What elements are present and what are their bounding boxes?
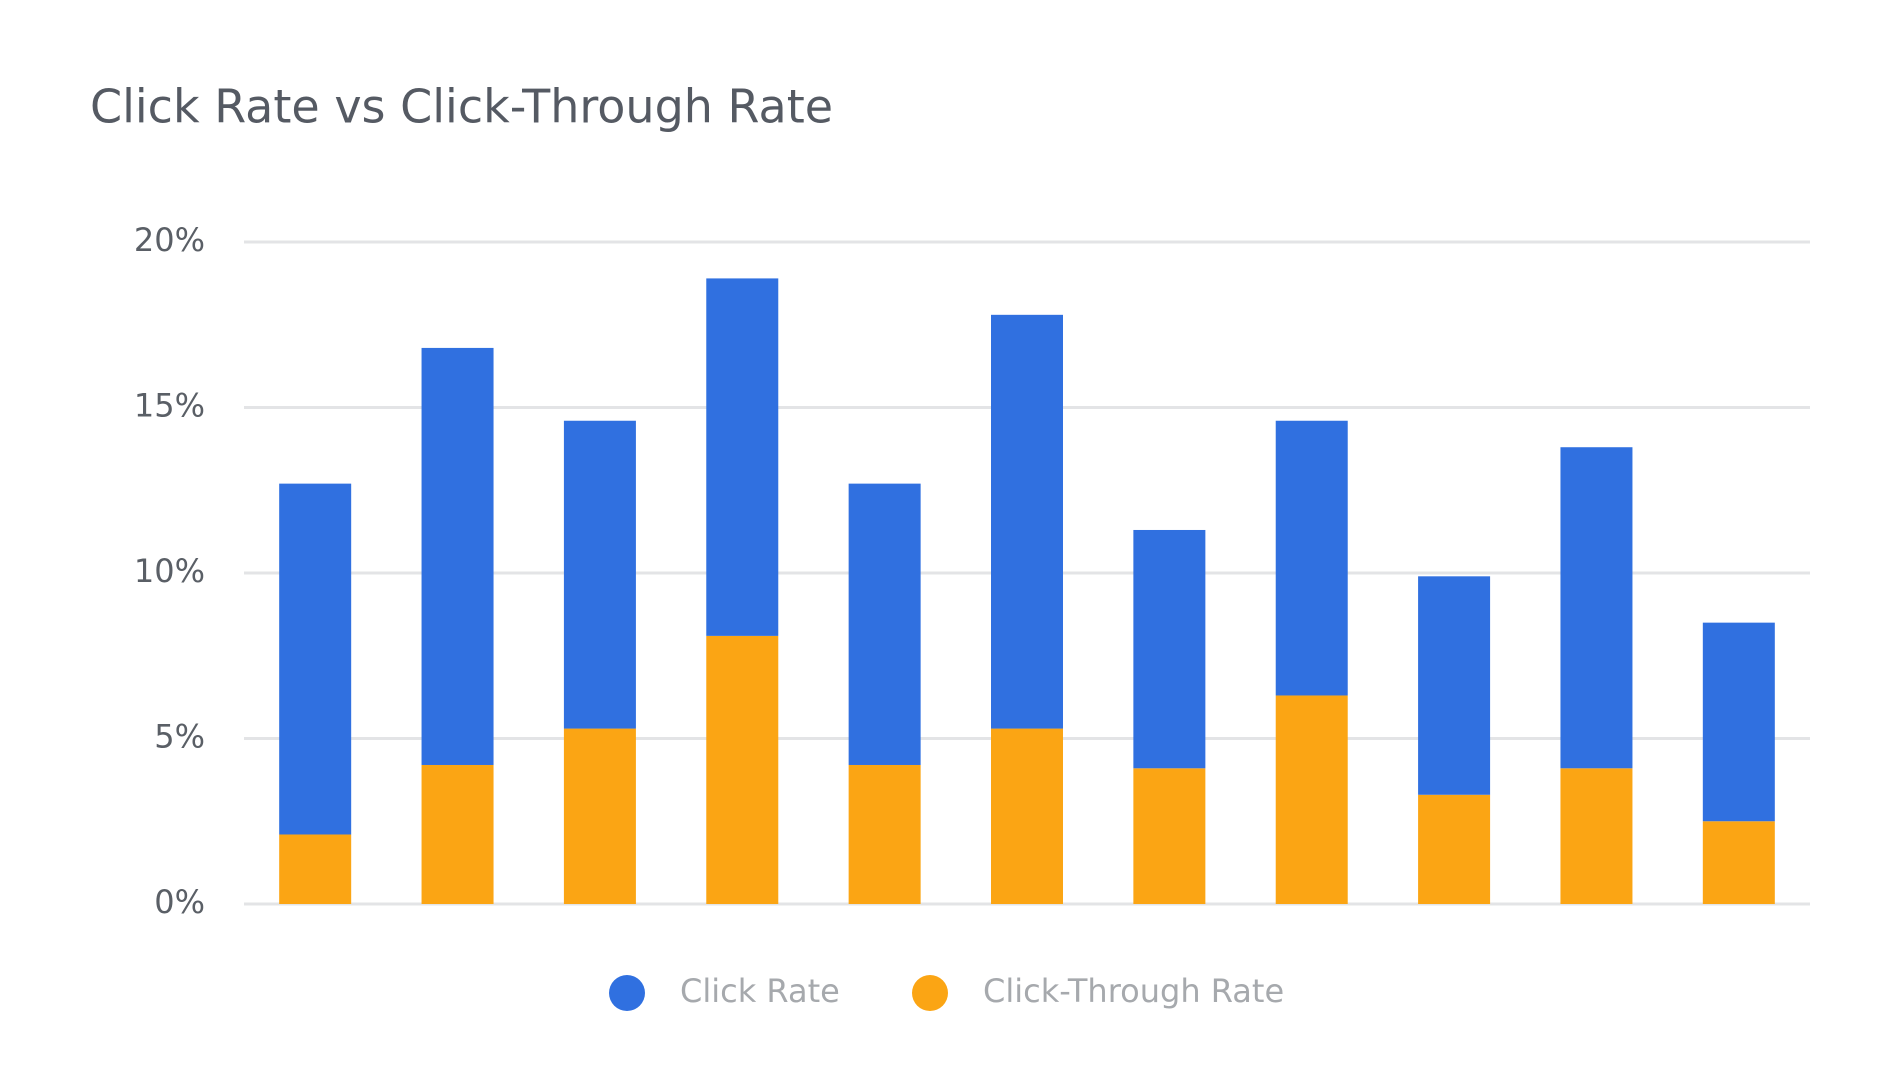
bar-segment (1133, 768, 1206, 904)
bar-segment (1702, 821, 1775, 904)
bar-segment (848, 764, 921, 904)
bar-segment (991, 728, 1063, 904)
bar-segment (1560, 447, 1633, 769)
bar-segment (706, 635, 779, 904)
bar-segment (1702, 622, 1775, 822)
bar-segment (563, 420, 636, 729)
bar-segment (1560, 768, 1633, 904)
legend-label: Click Rate (680, 972, 840, 1010)
bar-segment (706, 278, 779, 636)
y-tick-label: 20% (134, 221, 205, 259)
y-tick-label: 15% (134, 387, 205, 425)
bar-segment (1418, 576, 1491, 795)
legend-label: Click-Through Rate (983, 972, 1284, 1010)
bar-segment (279, 834, 352, 904)
y-tick-label: 5% (154, 718, 205, 756)
bar-segment (279, 483, 352, 835)
chart-title: Click Rate vs Click-Through Rate (90, 80, 833, 134)
bar-segment (1418, 794, 1491, 904)
bar-segment (1133, 529, 1206, 769)
bar-segment (1275, 695, 1348, 904)
bar-segment (563, 728, 636, 904)
bar-segment (991, 314, 1063, 729)
bar-segment (421, 347, 494, 765)
legend-marker (912, 975, 948, 1011)
bar-segment (421, 764, 494, 904)
y-tick-label: 10% (134, 552, 205, 590)
bar-segment (848, 483, 921, 765)
legend-marker (609, 975, 645, 1011)
bar-segment (1275, 420, 1348, 696)
y-tick-label: 0% (154, 883, 205, 921)
